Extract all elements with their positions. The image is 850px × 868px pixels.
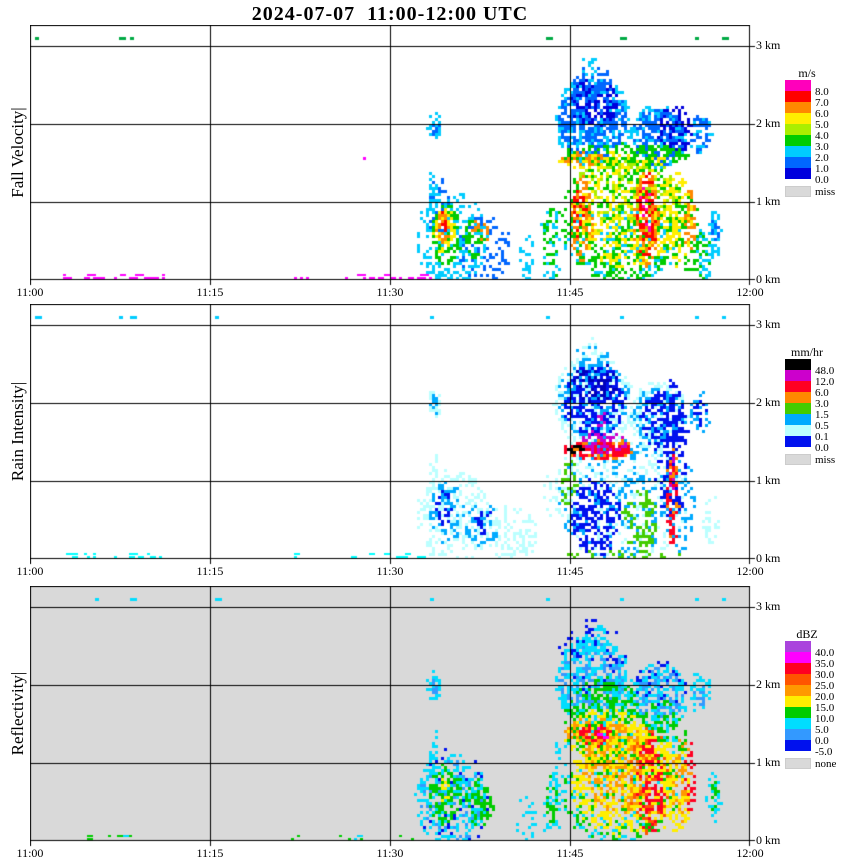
x-tick-label: 11:30 — [376, 846, 404, 860]
reflectivity-legend-color-box — [785, 641, 811, 652]
fall-velocity-legend-color-box — [785, 157, 811, 168]
figure-title: 2024-07-07 11:00-12:00 UTC — [251, 3, 529, 25]
reflectivity-legend-value-label: 5.0 — [815, 724, 829, 736]
fall-velocity-legend-color-box — [785, 113, 811, 124]
rain-intensity-legend-value-label: 0.0 — [815, 442, 829, 454]
reflectivity-axis-label: Reflectivity| — [8, 671, 27, 756]
fall-velocity-legend-value-label: 6.0 — [815, 108, 829, 120]
rain-intensity-legend-color-box — [785, 359, 811, 370]
reflectivity-legend-color-box — [785, 652, 811, 663]
fall-velocity-legend-value-label: 3.0 — [815, 141, 829, 153]
y-tick-label: 3 km — [756, 38, 781, 52]
fall-velocity-legend-color-box — [785, 135, 811, 146]
fall-velocity-legend-value-label: 8.0 — [815, 86, 829, 98]
x-tick-label: 11:15 — [196, 846, 224, 860]
y-tick-label: 2 km — [756, 677, 781, 691]
rain-intensity-legend-value-label: 0.1 — [815, 431, 829, 443]
x-tick-label: 11:45 — [556, 564, 584, 578]
x-tick-label: 11:30 — [376, 285, 404, 299]
reflectivity-legend-color-box — [785, 663, 811, 674]
y-tick-label: 1 km — [756, 194, 781, 208]
rain-intensity-legend-value-label: 48.0 — [815, 365, 835, 377]
x-tick-label: 11:45 — [556, 846, 584, 860]
reflectivity-legend-value-label: 25.0 — [815, 680, 835, 692]
x-tick-label: 11:00 — [16, 846, 44, 860]
rain-intensity-legend-color-box — [785, 436, 811, 447]
reflectivity-legend-color-box — [785, 718, 811, 729]
fall-velocity-legend-missing-label: miss — [815, 186, 836, 198]
y-tick-label: 0 km — [756, 551, 781, 565]
reflectivity-legend-value-label: 35.0 — [815, 658, 835, 670]
reflectivity-legend-value-label: 40.0 — [815, 647, 835, 659]
y-tick-label: 0 km — [756, 272, 781, 286]
fall-velocity-legend-value-label: 2.0 — [815, 152, 829, 164]
rain-intensity-legend-color-box — [785, 370, 811, 381]
reflectivity-legend-value-label: 30.0 — [815, 669, 835, 681]
rain-intensity-legend-color-box — [785, 425, 811, 436]
rain-intensity-legend-value-label: 12.0 — [815, 376, 835, 388]
reflectivity-heatmap-canvas — [30, 586, 758, 850]
x-tick-label: 12:00 — [736, 846, 764, 860]
rain-intensity-legend-value-label: 3.0 — [815, 398, 829, 410]
fall-velocity-legend-color-box — [785, 102, 811, 113]
rain-intensity-legend-value-label: 6.0 — [815, 387, 829, 399]
fall-velocity-legend-value-label: 0.0 — [815, 174, 829, 186]
reflectivity-legend-color-box — [785, 740, 811, 751]
rain-intensity-legend-value-label: 1.5 — [815, 409, 829, 421]
rain-intensity-legend-unit-label: mm/hr — [791, 345, 823, 359]
x-tick-label: 11:00 — [16, 564, 44, 578]
reflectivity-legend-value-label: 0.0 — [815, 735, 829, 747]
y-tick-label: 3 km — [756, 599, 781, 613]
rain-intensity-legend-value-label: 0.5 — [815, 420, 829, 432]
y-tick-label: 3 km — [756, 317, 781, 331]
fall-velocity-axis-label: Fall Velocity| — [8, 107, 27, 198]
fall-velocity-legend-value-label: 1.0 — [815, 163, 829, 175]
fall-velocity-legend-color-box — [785, 91, 811, 102]
y-tick-label: 1 km — [756, 473, 781, 487]
x-tick-label: 11:30 — [376, 564, 404, 578]
fall-velocity-legend-missing-box — [785, 186, 811, 197]
y-tick-label: 1 km — [756, 755, 781, 769]
y-tick-label: 0 km — [756, 833, 781, 847]
fall-velocity-legend-value-label: 5.0 — [815, 119, 829, 131]
fall-velocity-legend-color-box — [785, 146, 811, 157]
reflectivity-legend-value-label: -5.0 — [815, 746, 833, 758]
fall-velocity-heatmap-canvas — [30, 25, 758, 289]
rain-intensity-legend-color-box — [785, 403, 811, 414]
reflectivity-legend-color-box — [785, 685, 811, 696]
rain-intensity-legend-color-box — [785, 392, 811, 403]
rain-intensity-legend-missing-box — [785, 454, 811, 465]
reflectivity-legend-color-box — [785, 707, 811, 718]
fall-velocity-legend-value-label: 4.0 — [815, 130, 829, 142]
reflectivity-legend-color-box — [785, 696, 811, 707]
x-tick-label: 12:00 — [736, 285, 764, 299]
rain-intensity-legend-missing-label: miss — [815, 454, 836, 466]
fall-velocity-legend-color-box — [785, 168, 811, 179]
reflectivity-legend-missing-label: none — [815, 758, 837, 770]
rain-intensity-heatmap-canvas — [30, 304, 758, 568]
reflectivity-legend-unit-label: dBZ — [796, 627, 818, 641]
reflectivity-legend-value-label: 15.0 — [815, 702, 835, 714]
rain-intensity-legend-color-box — [785, 381, 811, 392]
rain-intensity-legend-color-box — [785, 414, 811, 425]
rain-intensity-axis-label: Rain Intensity| — [8, 381, 27, 482]
fall-velocity-legend-value-label: 7.0 — [815, 97, 829, 109]
x-tick-label: 12:00 — [736, 564, 764, 578]
x-tick-label: 11:00 — [16, 285, 44, 299]
y-tick-label: 2 km — [756, 116, 781, 130]
reflectivity-legend-color-box — [785, 674, 811, 685]
fall-velocity-legend-color-box — [785, 80, 811, 91]
reflectivity-legend-color-box — [785, 729, 811, 740]
x-tick-label: 11:15 — [196, 564, 224, 578]
x-tick-label: 11:15 — [196, 285, 224, 299]
y-tick-label: 2 km — [756, 395, 781, 409]
reflectivity-legend-value-label: 10.0 — [815, 713, 835, 725]
fall-velocity-legend-unit-label: m/s — [798, 66, 816, 80]
reflectivity-legend-missing-box — [785, 758, 811, 769]
x-tick-label: 11:45 — [556, 285, 584, 299]
reflectivity-legend-value-label: 20.0 — [815, 691, 835, 703]
fall-velocity-legend-color-box — [785, 124, 811, 135]
